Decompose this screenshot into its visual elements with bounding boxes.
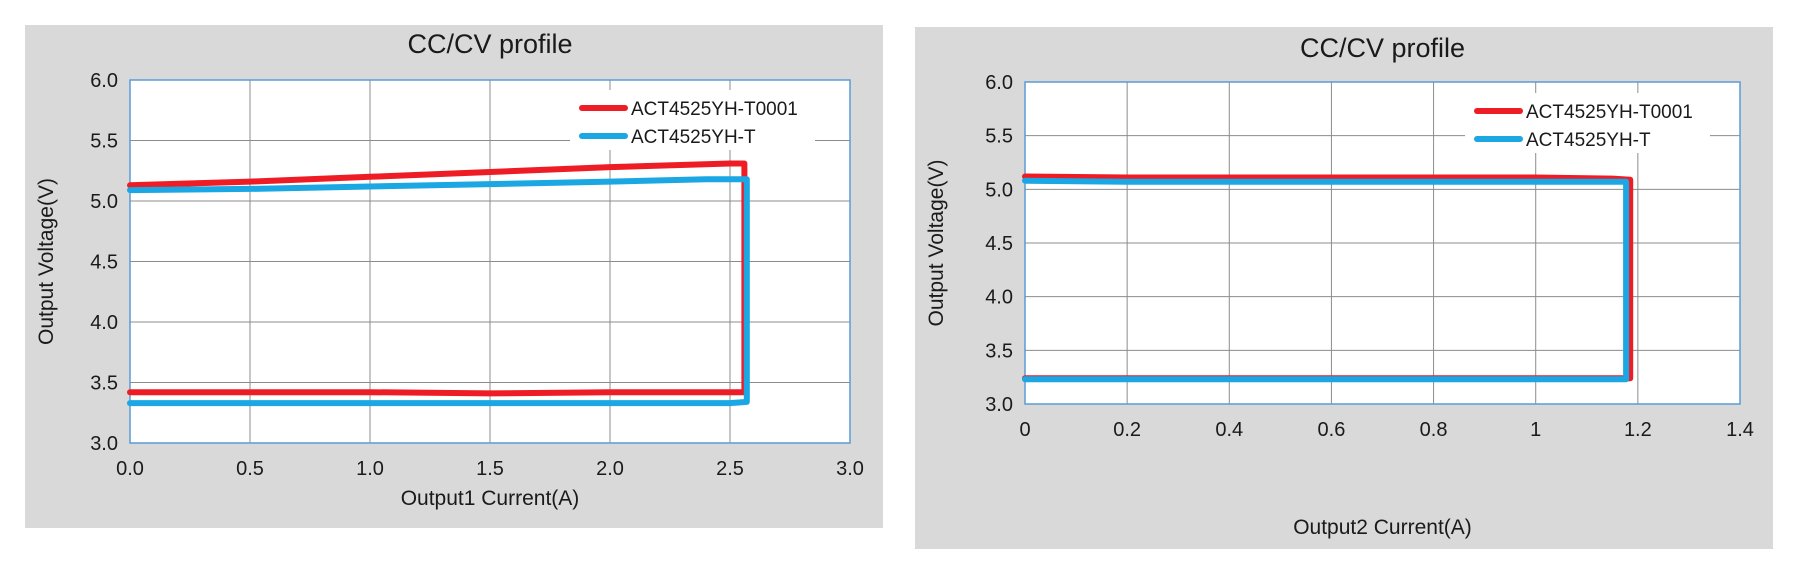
x-tick-label: 1.0 — [356, 458, 384, 480]
x-tick-label: 0.6 — [1318, 419, 1346, 441]
x-tick-label: 1 — [1530, 419, 1541, 441]
y-tick-label: 5.0 — [90, 191, 118, 213]
chart-output1: 0.0 0.5 1.0 1.5 2.0 2.5 3.0 3.0 3.5 4.0 4.5 5.0 5.5 6… — [35, 29, 864, 510]
legend-label: ACT4525YH-T — [631, 127, 756, 148]
x-tick-label: 2.0 — [596, 458, 624, 480]
x-tick-label: 1.2 — [1624, 419, 1652, 441]
y-tick-label: 3.0 — [985, 394, 1013, 416]
y-tick-label: 3.5 — [90, 373, 118, 395]
y-tick-label: 4.0 — [985, 287, 1013, 309]
series-line-act4525yh-t — [1022, 177, 1630, 383]
x-tick-label: 3.0 — [836, 458, 864, 480]
legend-label: ACT4525YH-T0001 — [631, 99, 798, 120]
chart-title: CC/CV profile — [1300, 33, 1465, 63]
plot-frame — [129, 79, 851, 444]
y-tick-label: 4.5 — [985, 233, 1013, 255]
x-tick-label: 0.8 — [1420, 419, 1448, 441]
y-tick-label: 3.5 — [985, 340, 1013, 362]
chart-output2: 0 0.2 0.4 0.6 0.8 1 1.2 1.4 3.0 3.5 4.0 4.5 5.0 5.5 6.… — [925, 33, 1754, 539]
y-tick-label: 3.0 — [90, 433, 118, 455]
x-axis-label: Output1 Current(A) — [401, 487, 580, 510]
legend-background — [1465, 93, 1710, 153]
legend-background — [570, 90, 815, 150]
x-tick-label: 0.2 — [1113, 419, 1141, 441]
y-axis-label: Output Voltage(V) — [925, 160, 948, 327]
plot-frame — [1024, 81, 1741, 405]
y-tick-label: 5.5 — [90, 131, 118, 153]
series-line-act4525yh-t — [127, 176, 750, 407]
x-tick-label: 0.0 — [116, 458, 144, 480]
chart-panel-output2: 0 0.2 0.4 0.6 0.8 1 1.2 1.4 3.0 3.5 4.0 4.5 5.0 5.5 6.… — [915, 27, 1773, 549]
x-tick-label: 1.4 — [1726, 419, 1754, 441]
legend-label: ACT4525YH-T0001 — [1526, 102, 1693, 123]
chart-title: CC/CV profile — [407, 29, 572, 59]
y-tick-label: 5.0 — [985, 179, 1013, 201]
y-tick-label: 4.0 — [90, 312, 118, 334]
y-tick-label: 6.0 — [985, 72, 1013, 94]
y-tick-label: 6.0 — [90, 70, 118, 92]
y-tick-label: 4.5 — [90, 252, 118, 274]
x-tick-label: 0.4 — [1215, 419, 1243, 441]
y-axis-label: Output Voltage(V) — [35, 178, 58, 345]
x-tick-label: 1.5 — [476, 458, 504, 480]
y-tick-label: 5.5 — [985, 126, 1013, 148]
x-axis-label: Output2 Current(A) — [1293, 516, 1472, 539]
legend-label: ACT4525YH-T — [1526, 130, 1651, 151]
x-tick-label: 2.5 — [716, 458, 744, 480]
x-tick-label: 0.5 — [236, 458, 264, 480]
x-tick-label: 0 — [1019, 419, 1030, 441]
chart-panel-output1: 0.0 0.5 1.0 1.5 2.0 2.5 3.0 3.0 3.5 4.0 4.5 5.0 5.5 6… — [25, 25, 883, 528]
